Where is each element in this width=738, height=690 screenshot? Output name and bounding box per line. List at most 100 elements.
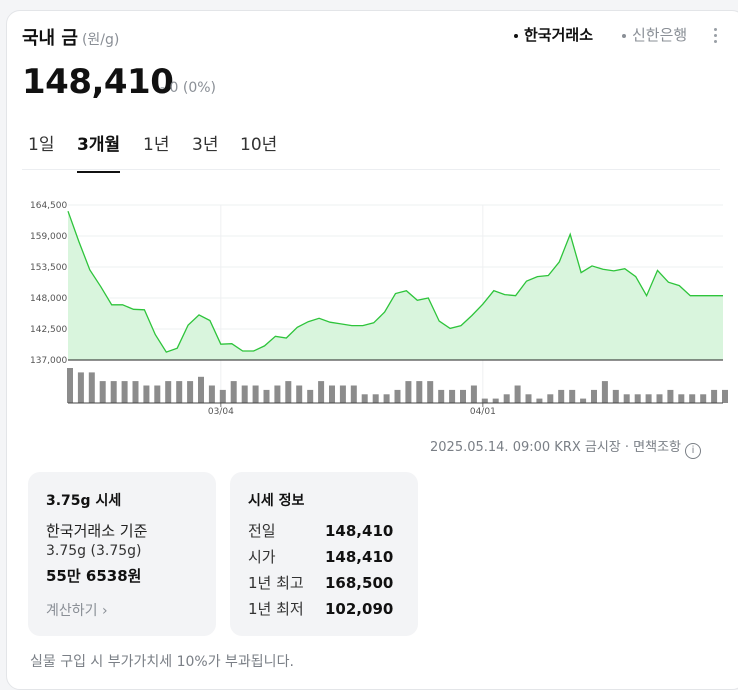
info-row: 1년 최고 168,500 [248,572,393,593]
volume-bar [241,385,248,403]
volume-bar [350,385,357,403]
x-tick-label: 03/04 [208,407,234,417]
volume-bar [154,385,161,403]
volume-bar [547,394,554,404]
gram-price-value: 55만 6538원 [46,567,142,585]
volume-bar [339,385,346,403]
price-change: - 0 (0%) [160,80,216,96]
volume-bar [121,381,128,403]
source-option-krx[interactable]: 한국거래소 [514,24,593,45]
volume-bar [514,385,521,403]
chevron-right-icon: › [101,603,108,619]
price-area [68,211,723,360]
tab-1-day[interactable]: 1일 [28,135,55,155]
current-price: 148,410 [22,62,174,102]
volume-bar [711,389,718,403]
volume-bar [307,389,314,403]
info-row-value: 148,410 [325,548,394,566]
unit-label: (원/g) [81,32,120,48]
volume-bar [88,372,95,403]
bullet-icon [622,33,626,38]
period-tabs: 1일 3개월 1년 3년 10년 [22,118,720,173]
volume-bar [536,398,543,403]
volume-bar [427,381,434,403]
y-tick-label: 142,500 [30,325,67,335]
volume-bar [372,394,379,404]
volume-bar [656,394,663,404]
volume-bar [634,394,641,404]
volume-bar [296,385,303,403]
source-option-shinhan[interactable]: 신한은행 [622,24,687,45]
x-tick-label: 04/01 [470,407,496,417]
info-circle-icon[interactable]: i [685,443,702,459]
info-row-label: 1년 최고 [248,574,304,592]
volume-bar [591,389,597,403]
volume-bar [219,389,226,403]
volume-bar [165,381,172,403]
volume-bar [274,385,281,403]
volume-bar [405,381,412,403]
volume-bar [416,381,423,403]
info-row-label: 1년 최저 [248,600,304,618]
weight-label: 3.75g (3.75g) [46,543,142,559]
volume-bar [77,372,84,403]
volume-bar [187,381,194,403]
volume-bar [569,389,576,403]
info-row-label: 전일 [248,522,276,540]
y-tick-label: 164,500 [30,201,67,211]
volume-bar [645,394,652,404]
volume-bar [263,389,270,403]
volume-bar [558,389,565,403]
volume-bar [525,394,532,404]
volume-bar [470,385,477,403]
gram-price-title: 3.75g 시세 [46,493,122,509]
basis-label: 한국거래소 기준 [46,522,148,540]
volume-bar [503,394,510,404]
volume-bar [678,394,685,404]
price-chart: 164,500 159,000 153,500 148,000 142,500 137,0… [30,201,728,417]
vat-notice: 실물 구입 시 부가가치세 10%가 부과됩니다. [30,654,294,670]
price-line [67,210,723,353]
calculate-button[interactable]: 계산하기 › [46,600,108,620]
info-row-value: 102,090 [325,600,394,618]
footnote: 2025.05.14. 09:00 KRX 금시장 · 면책조항 i [430,436,702,459]
volume-bar [580,398,587,403]
volume-bar [449,389,456,403]
volume-bar [492,398,499,403]
footnote-text: 2025.05.14. 09:00 KRX 금시장 · 면책조항 [430,440,682,455]
gram-price-box: 3.75g 시세 한국거래소 기준 3.75g (3.75g) 55만 6538… [28,472,216,636]
page-title: 국내 금 (원/g) [22,24,119,50]
volume-bar [383,394,390,404]
calculate-label: 계산하기 [46,603,98,619]
tab-3-months[interactable]: 3개월 [77,130,121,173]
info-row-value: 168,500 [325,574,394,592]
tab-1-year[interactable]: 1년 [143,135,170,155]
volume-bar [252,385,259,403]
volume-bar [601,381,608,403]
volume-bar [318,381,325,403]
volume-bar [143,385,150,403]
y-tick-label: 137,000 [30,356,67,366]
tab-3-years[interactable]: 3년 [192,135,219,155]
volume-bar [722,389,728,403]
info-row: 전일 148,410 [248,520,393,541]
volume-bar [176,381,183,403]
source-krx-label: 한국거래소 [524,26,594,44]
volume-bar [612,389,619,403]
volume-bar [67,368,73,403]
source-shinhan-label: 신한은행 [632,26,688,44]
volume-bar [700,394,707,404]
title-text: 국내 금 [22,28,78,49]
bullet-icon [514,33,518,38]
volume-bar [198,376,204,404]
y-tick-label: 159,000 [30,232,67,242]
volume-bar [230,381,237,403]
volume-bar [329,385,335,403]
more-menu-icon[interactable] [714,28,718,46]
price-info-box: 시세 정보 전일 148,410 시가 148,410 1년 최고 168,500 1… [230,472,418,636]
info-row-label: 시가 [248,548,276,566]
info-row-value: 148,410 [325,522,394,540]
tab-10-years[interactable]: 10년 [240,135,278,155]
volume-bar [667,389,674,403]
y-tick-label: 148,000 [30,294,67,304]
